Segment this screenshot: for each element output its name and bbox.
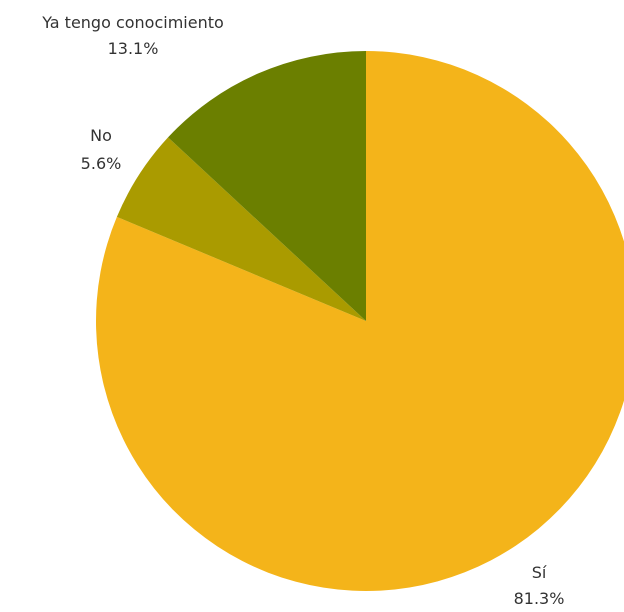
slice-labels: Sí 81.3% No 5.6% Ya tengo conocimiento 13.1% — [41, 13, 564, 608]
pie-slices — [96, 51, 624, 591]
pie-slice-2 — [116, 137, 366, 321]
pie-slice-1 — [96, 51, 624, 591]
slice-value-1: 81.3% — [514, 589, 565, 608]
pie-slice-3 — [168, 51, 366, 321]
slice-label-1: Sí — [532, 563, 547, 582]
slice-label-2: No — [90, 126, 112, 145]
slice-label-3: Ya tengo conocimiento — [41, 13, 224, 32]
slice-value-3: 13.1% — [108, 39, 159, 58]
slice-value-2: 5.6% — [81, 154, 122, 173]
